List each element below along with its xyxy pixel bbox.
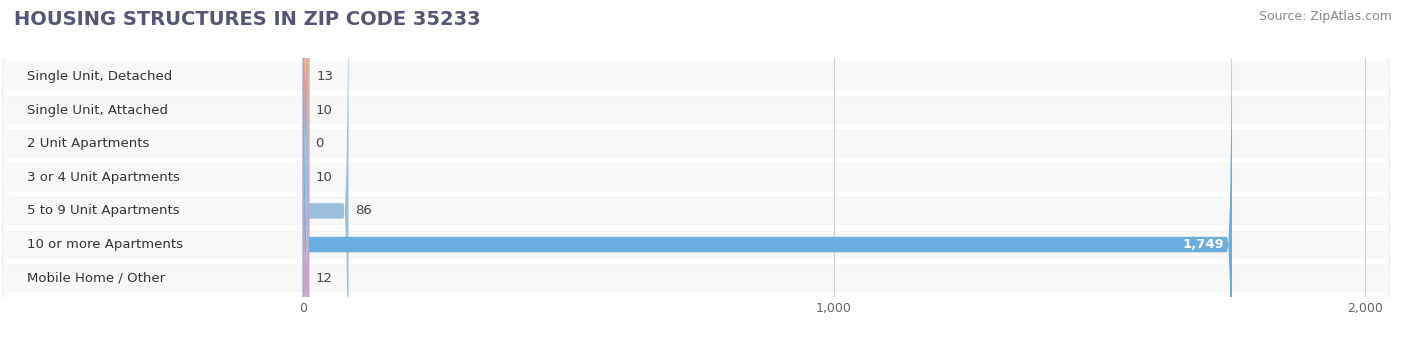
FancyBboxPatch shape: [302, 0, 308, 341]
Text: 3 or 4 Unit Apartments: 3 or 4 Unit Apartments: [27, 171, 180, 184]
FancyBboxPatch shape: [3, 0, 1389, 341]
FancyBboxPatch shape: [302, 0, 1232, 341]
FancyBboxPatch shape: [302, 0, 309, 341]
FancyBboxPatch shape: [3, 0, 1389, 341]
Text: Single Unit, Attached: Single Unit, Attached: [27, 104, 167, 117]
Text: Single Unit, Detached: Single Unit, Detached: [27, 70, 172, 83]
FancyBboxPatch shape: [3, 0, 1389, 341]
Text: HOUSING STRUCTURES IN ZIP CODE 35233: HOUSING STRUCTURES IN ZIP CODE 35233: [14, 10, 481, 29]
Text: 1,749: 1,749: [1182, 238, 1225, 251]
FancyBboxPatch shape: [3, 0, 1389, 341]
Text: 2 Unit Apartments: 2 Unit Apartments: [27, 137, 149, 150]
FancyBboxPatch shape: [3, 0, 1389, 341]
Text: 0: 0: [315, 137, 323, 150]
FancyBboxPatch shape: [3, 0, 1389, 341]
FancyBboxPatch shape: [3, 0, 1389, 341]
Text: 5 to 9 Unit Apartments: 5 to 9 Unit Apartments: [27, 205, 179, 218]
FancyBboxPatch shape: [3, 0, 1389, 341]
FancyBboxPatch shape: [3, 0, 1389, 341]
Text: Mobile Home / Other: Mobile Home / Other: [27, 272, 165, 285]
FancyBboxPatch shape: [3, 0, 1389, 341]
FancyBboxPatch shape: [302, 17, 307, 270]
Text: 10: 10: [315, 171, 332, 184]
FancyBboxPatch shape: [3, 0, 1389, 341]
FancyBboxPatch shape: [3, 0, 1389, 341]
FancyBboxPatch shape: [302, 0, 309, 341]
FancyBboxPatch shape: [302, 0, 308, 341]
Text: 13: 13: [316, 70, 333, 83]
FancyBboxPatch shape: [3, 0, 1389, 341]
Text: 10 or more Apartments: 10 or more Apartments: [27, 238, 183, 251]
Text: 10: 10: [315, 104, 332, 117]
FancyBboxPatch shape: [3, 0, 1389, 341]
Text: Source: ZipAtlas.com: Source: ZipAtlas.com: [1258, 10, 1392, 23]
Text: 12: 12: [315, 272, 333, 285]
Text: 86: 86: [354, 205, 371, 218]
FancyBboxPatch shape: [302, 0, 349, 341]
